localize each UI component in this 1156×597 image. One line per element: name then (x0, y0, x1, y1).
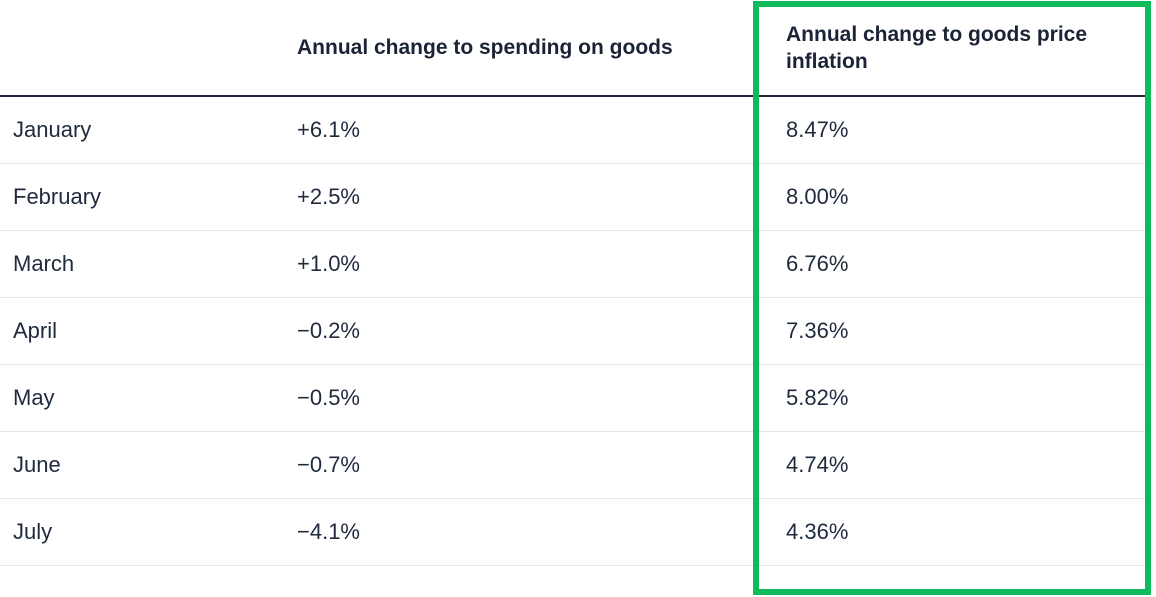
cell-month: May (0, 364, 284, 432)
cell-spending-change: −0.7% (284, 431, 762, 499)
cell-spending-change: −0.5% (284, 364, 762, 432)
cell-month: January (0, 96, 284, 164)
table-header: Annual change to spending on goods Annua… (0, 0, 1150, 97)
header-spending-change: Annual change to spending on goods (284, 0, 762, 97)
cell-spending-change: −0.2% (284, 297, 762, 365)
header-month (0, 0, 284, 97)
cell-price-inflation-change: 7.36% (762, 297, 1150, 365)
table-row: February +2.5% 8.00% (0, 163, 1150, 231)
cell-month: March (0, 230, 284, 298)
header-row: Annual change to spending on goods Annua… (0, 0, 1150, 97)
header-price-inflation-change: Annual change to goods price inflation (762, 0, 1150, 97)
cell-month: April (0, 297, 284, 365)
cell-month: February (0, 163, 284, 231)
cell-price-inflation-change: 8.00% (762, 163, 1150, 231)
spending-inflation-table: Annual change to spending on goods Annua… (0, 0, 1150, 566)
table-row: January +6.1% 8.47% (0, 96, 1150, 164)
table-body: January +6.1% 8.47% February +2.5% 8.00%… (0, 96, 1150, 566)
cell-month: June (0, 431, 284, 499)
cell-month: July (0, 498, 284, 566)
cell-price-inflation-change: 4.36% (762, 498, 1150, 566)
table-row: July −4.1% 4.36% (0, 498, 1150, 566)
cell-price-inflation-change: 5.82% (762, 364, 1150, 432)
cell-spending-change: +1.0% (284, 230, 762, 298)
cell-price-inflation-change: 6.76% (762, 230, 1150, 298)
table-row: April −0.2% 7.36% (0, 297, 1150, 365)
table-row: June −0.7% 4.74% (0, 431, 1150, 499)
cell-price-inflation-change: 8.47% (762, 96, 1150, 164)
cell-spending-change: −4.1% (284, 498, 762, 566)
cell-spending-change: +6.1% (284, 96, 762, 164)
cell-price-inflation-change: 4.74% (762, 431, 1150, 499)
table-row: May −0.5% 5.82% (0, 364, 1150, 432)
cell-spending-change: +2.5% (284, 163, 762, 231)
table-row: March +1.0% 6.76% (0, 230, 1150, 298)
